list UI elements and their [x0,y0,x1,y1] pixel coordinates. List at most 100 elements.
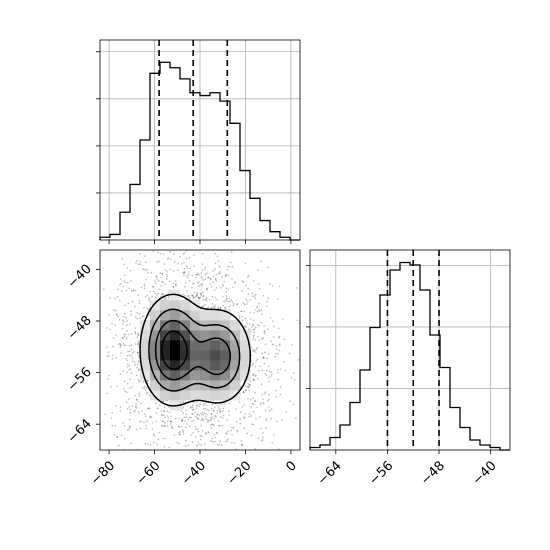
scatter-point [293,378,296,381]
scatter-point [261,352,263,355]
scatter-point [109,297,111,299]
scatter-point [116,435,118,438]
scatter-point [283,338,286,341]
scatter-point [150,453,152,455]
scatter-point [166,410,169,413]
scatter-point [243,325,246,328]
scatter-point [197,232,199,234]
scatter-point [216,209,218,211]
density-cell [150,370,161,381]
scatter-point [324,382,326,384]
scatter-point [136,260,138,262]
scatter-point [129,408,132,410]
scatter-point [253,331,256,334]
scatter-point [201,411,204,414]
scatter-point [200,444,203,447]
scatter-point [261,401,264,404]
scatter-point [224,275,227,278]
scatter-point [250,346,253,349]
scatter-point [153,441,155,444]
scatter-point [214,306,216,308]
scatter-point [210,412,213,415]
scatter-point [196,294,198,297]
scatter-point [264,343,267,346]
scatter-point [138,368,140,370]
scatter-point [197,285,200,287]
scatter-point [256,306,258,309]
scatter-point [189,407,192,409]
scatter-point [270,417,272,420]
scatter-point [204,415,207,418]
density-cell [150,360,161,371]
scatter-point [219,272,221,275]
x-tick-label: −60 [134,458,164,488]
scatter-point [166,258,169,260]
scatter-point [150,272,153,274]
scatter-point [191,406,194,409]
scatter-point [152,250,155,252]
contour-line [148,308,241,392]
scatter-point [152,433,155,435]
scatter-point [202,458,204,460]
scatter-point [210,244,212,246]
scatter-point [187,418,190,421]
scatter-point [126,267,129,269]
scatter-point [196,417,198,419]
scatter-point [131,405,134,407]
scatter-point [219,411,221,413]
scatter-point [219,286,222,289]
scatter-point [184,420,186,423]
scatter-point [119,342,121,345]
scatter-point [266,266,269,269]
scatter-point [106,327,108,329]
scatter-point [169,258,172,260]
scatter-point [136,363,139,366]
density-cell [220,390,231,401]
scatter-point [143,237,145,239]
scatter-point [190,434,193,436]
scatter-point [254,326,257,329]
scatter-point [258,288,261,290]
scatter-point [121,323,124,325]
scatter-point [191,294,193,297]
scatter-point [137,410,140,413]
scatter-point [262,493,264,495]
scatter-point [143,307,145,309]
density-cell [180,350,191,361]
scatter-point [144,385,146,388]
scatter-point [166,214,168,216]
scatter-point [214,304,216,306]
scatter-point [229,261,232,264]
scatter-point [230,251,233,253]
scatter-point [201,419,203,422]
scatter-point [252,338,255,340]
scatter-point [289,400,291,402]
scatter-point [154,292,156,295]
scatter-point [221,283,224,286]
scatter-point [203,407,205,410]
scatter-point [144,295,147,298]
scatter-point [173,487,175,489]
scatter-point [255,360,258,362]
scatter-point [144,415,147,418]
scatter-point [243,417,245,419]
scatter-point [130,348,133,351]
scatter-point [278,344,281,347]
scatter-point [146,269,148,271]
scatter-point [245,298,247,301]
scatter-point [241,290,243,292]
scatter-point [260,260,262,263]
scatter-point [204,303,206,306]
scatter-point [180,452,182,454]
scatter-point [191,286,193,289]
scatter-point [138,356,140,359]
scatter-point [132,289,135,291]
scatter-point [166,153,168,155]
scatter-point [178,467,180,469]
scatter-point [268,398,270,401]
scatter-point [275,395,278,398]
density-cell [140,340,151,351]
scatter-point [277,352,279,355]
scatter-point [163,406,166,408]
scatter-point [164,425,166,427]
